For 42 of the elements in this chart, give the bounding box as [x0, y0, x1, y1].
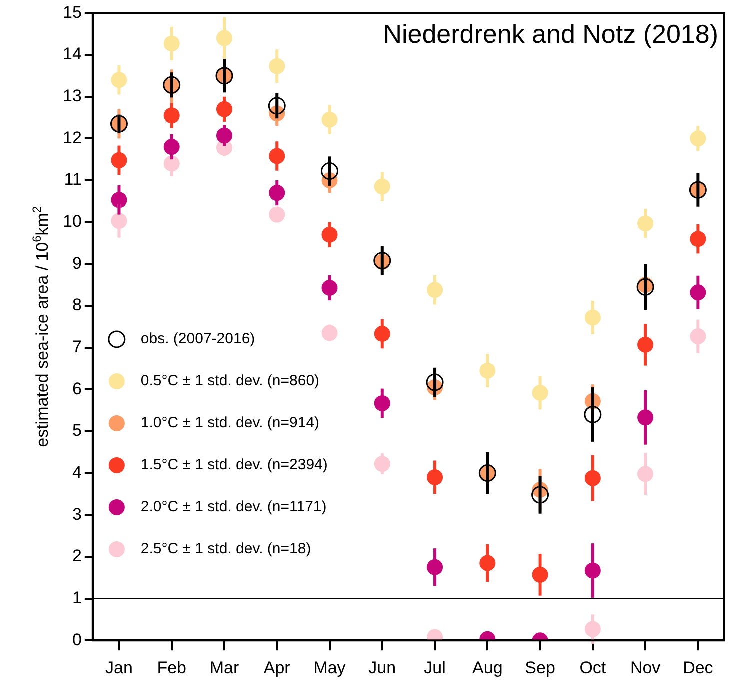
- x-tick-label: Dec: [683, 658, 714, 678]
- y-tick-label: 15: [62, 2, 82, 22]
- point: [268, 97, 286, 115]
- x-tick-label: Feb: [157, 658, 187, 678]
- x-tick-label: Oct: [580, 658, 606, 678]
- y-tick-label: 11: [64, 170, 82, 190]
- x-tick-label: Jun: [368, 658, 396, 678]
- x-tick-label: Nov: [630, 658, 662, 678]
- point: [321, 162, 339, 180]
- point: [426, 374, 444, 392]
- y-tick-label: 14: [62, 44, 82, 64]
- y-tick-label: 1: [72, 588, 82, 608]
- y-tick-label: 3: [72, 504, 82, 524]
- y-tick-label: 7: [72, 338, 82, 356]
- x-tick-label: Jul: [424, 658, 446, 678]
- y-tick-label: 5: [72, 421, 82, 440]
- legend-label: 0.5°C ± 1 std. dev. (n=860): [140, 372, 320, 390]
- y-tick-label: 12: [62, 128, 82, 148]
- y-tick-label: 10: [62, 212, 82, 232]
- y-tick-label: 6: [72, 379, 82, 398]
- legend-label: 1.5°C ± 1 std. dev. (n=2394): [140, 456, 328, 474]
- point: [532, 486, 550, 504]
- legend-label: 1.0°C ± 1 std. dev. (n=914): [140, 414, 320, 432]
- y-axis-title: estimated sea-ice area / 106km2: [30, 206, 52, 448]
- y-tick-label: 0: [72, 630, 82, 650]
- legend-label: 2.0°C ± 1 std. dev. (n=1171): [140, 498, 327, 516]
- point: [269, 206, 286, 223]
- x-tick-label: Mar: [210, 658, 240, 678]
- y-tick-label: 8: [72, 296, 82, 315]
- annotation: Niederdrenk and Notz (2018): [383, 19, 718, 50]
- x-tick-label: Jan: [106, 658, 133, 678]
- x-tick-label: Aug: [472, 658, 503, 678]
- y-tick-label: 4: [72, 462, 82, 482]
- legend-label: obs. (2007-2016): [140, 330, 256, 348]
- y-tick-label: 13: [62, 86, 82, 106]
- y-tick-label: 9: [72, 254, 82, 273]
- point: [584, 406, 602, 424]
- x-tick-label: Sep: [525, 658, 556, 678]
- y-tick-label: 2: [72, 546, 82, 566]
- x-tick-label: Apr: [264, 658, 291, 678]
- x-tick-label: May: [314, 658, 346, 678]
- legend-label: 2.5°C ± 1 std. dev. (n=18): [140, 540, 312, 558]
